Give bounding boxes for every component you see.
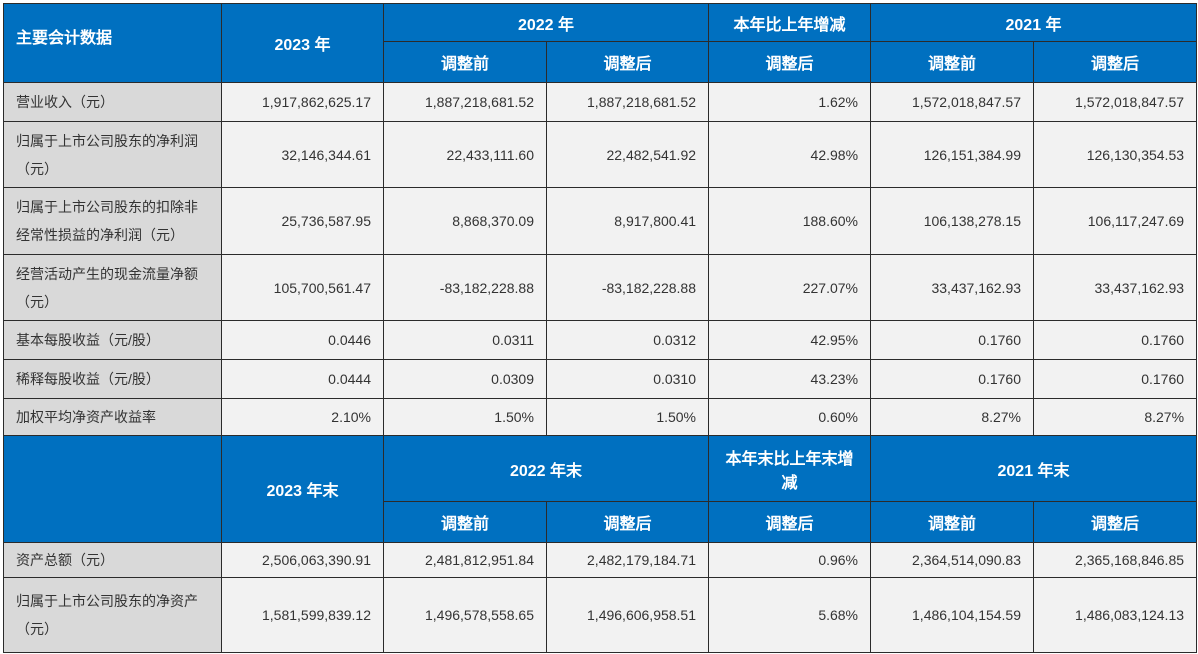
section1-subheader-row: 调整前 调整后 调整后 调整前 调整后 [4, 41, 1198, 83]
header-current-year: 2023 年 [221, 3, 384, 83]
table-row: 归属于上市公司股东的净利润（元） 32,146,344.61 22,433,111.… [3, 121, 1198, 188]
header-two-years-prior: 2021 年 [870, 3, 1198, 42]
cell-value: 126,151,384.99 [870, 121, 1035, 188]
header-change: 本年末比上年末增减 [708, 435, 872, 502]
cell-value: 0.0310 [545, 359, 710, 399]
key-accounting-data-table: 主要会计数据 2023 年 2022 年本年比上年增减 2021 年调整前 调整后 调整后… [3, 3, 1198, 653]
cell-value: 1,496,578,558.65 [383, 577, 547, 653]
header-current-year: 2023 年末 [221, 435, 384, 543]
subheader-after-adjustment: 调整后 [1033, 41, 1198, 83]
cell-value: 0.0446 [221, 320, 384, 360]
section2-subheader-row: 调整前 调整后 调整后 调整前 调整后 [4, 501, 1198, 543]
row-label: 资产总额（元） [3, 542, 222, 578]
row-label: 基本每股收益（元/股） [3, 320, 222, 360]
cell-value: 0.1760 [1033, 320, 1198, 360]
table-row: 归属于上市公司股东的净资产（元） 1,581,599,839.12 1,496,57… [3, 577, 1198, 653]
cell-value: 1,486,083,124.13 [1033, 577, 1198, 653]
table-row: 经营活动产生的现金流量净额（元） 105,700,561.47 -83,182,22… [3, 254, 1198, 321]
subheader-before-adjustment: 调整前 [870, 501, 1035, 543]
cell-value: 188.60% [708, 187, 872, 255]
cell-value: 1.62% [708, 82, 872, 122]
cell-value: 22,433,111.60 [383, 121, 547, 188]
cell-value: 1,887,218,681.52 [383, 82, 547, 122]
cell-value: 2,506,063,390.91 [221, 542, 384, 578]
cell-value: 105,700,561.47 [221, 254, 384, 321]
cell-value: 2,365,168,846.85 [1033, 542, 1198, 578]
section2-header-row: 2023 年末 2022 年末 本年末比上年末增减 2021 年末 [3, 435, 1198, 543]
corner-header [3, 435, 222, 543]
cell-value: 8,917,800.41 [545, 187, 710, 255]
subheader-before-adjustment: 调整前 [383, 41, 547, 83]
cell-value: 5.68% [708, 577, 872, 653]
cell-value: 0.96% [708, 542, 872, 578]
table-row: 归属于上市公司股东的扣除非经常性损益的净利润（元） 25,736,587.95 8,… [3, 187, 1198, 255]
cell-value: 8.27% [1033, 398, 1198, 436]
table-row: 稀释每股收益（元/股） 0.0444 0.0309 0.0310 43.23% 0.176… [3, 359, 1198, 399]
subheader-before-adjustment: 调整前 [383, 501, 547, 543]
cell-value: 106,117,247.69 [1033, 187, 1198, 255]
subheader-after-adjustment: 调整后 [708, 501, 872, 543]
cell-value: 1,496,606,958.51 [545, 577, 710, 653]
cell-value: 0.0312 [545, 320, 710, 360]
table-row: 资产总额（元） 2,506,063,390.91 2,481,812,951.84 2… [3, 542, 1198, 578]
cell-value: 1.50% [545, 398, 710, 436]
cell-value: 1,917,862,625.17 [221, 82, 384, 122]
cell-value: 126,130,354.53 [1033, 121, 1198, 188]
cell-value: 0.1760 [870, 320, 1035, 360]
cell-value: 106,138,278.15 [870, 187, 1035, 255]
subheader-after-adjustment: 调整后 [1033, 501, 1198, 543]
cell-value: 33,437,162.93 [1033, 254, 1198, 321]
row-label: 加权平均净资产收益率 [3, 398, 222, 436]
row-label: 营业收入（元） [3, 82, 222, 122]
cell-value: 2,481,812,951.84 [383, 542, 547, 578]
corner-header: 主要会计数据 [3, 3, 222, 83]
cell-value: 0.1760 [1033, 359, 1198, 399]
cell-value: 1,572,018,847.57 [870, 82, 1035, 122]
header-prior-year: 2022 年 [382, 3, 710, 42]
subheader-after-adjustment: 调整后 [545, 41, 710, 83]
cell-value: 1,887,218,681.52 [545, 82, 710, 122]
cell-value: -83,182,228.88 [383, 254, 547, 321]
row-label: 经营活动产生的现金流量净额（元） [3, 254, 222, 321]
cell-value: 2.10% [221, 398, 384, 436]
subheader-before-adjustment: 调整前 [870, 41, 1035, 83]
subheader-after-adjustment: 调整后 [708, 41, 872, 83]
cell-value: 0.0309 [383, 359, 547, 399]
cell-value: 0.1760 [870, 359, 1035, 399]
cell-value: 1.50% [383, 398, 547, 436]
cell-value: 25,736,587.95 [221, 187, 384, 255]
row-label: 归属于上市公司股东的扣除非经常性损益的净利润（元） [3, 187, 222, 255]
header-prior-year: 2022 年末 [382, 435, 710, 502]
cell-value: 42.95% [708, 320, 872, 360]
cell-value: -83,182,228.88 [545, 254, 710, 321]
cell-value: 2,482,179,184.71 [545, 542, 710, 578]
cell-value: 1,572,018,847.57 [1033, 82, 1198, 122]
cell-value: 43.23% [708, 359, 872, 399]
cell-value: 1,581,599,839.12 [221, 577, 384, 653]
row-label: 归属于上市公司股东的净资产（元） [3, 577, 222, 653]
cell-value: 32,146,344.61 [221, 121, 384, 188]
header-change: 本年比上年增减 [708, 3, 872, 42]
cell-value: 0.60% [708, 398, 872, 436]
header-two-years-prior: 2021 年末 [870, 435, 1198, 502]
table-row: 加权平均净资产收益率 2.10% 1.50% 1.50% 0.60% 8.27% 8.27% [3, 398, 1198, 436]
cell-value: 227.07% [708, 254, 872, 321]
cell-value: 8.27% [870, 398, 1035, 436]
subheader-after-adjustment: 调整后 [545, 501, 710, 543]
row-label: 稀释每股收益（元/股） [3, 359, 222, 399]
row-label: 归属于上市公司股东的净利润（元） [3, 121, 222, 188]
cell-value: 8,868,370.09 [383, 187, 547, 255]
cell-value: 1,486,104,154.59 [870, 577, 1035, 653]
table-row: 基本每股收益（元/股） 0.0446 0.0311 0.0312 42.95% 0.176… [3, 320, 1198, 360]
cell-value: 33,437,162.93 [870, 254, 1035, 321]
cell-value: 42.98% [708, 121, 872, 188]
cell-value: 2,364,514,090.83 [870, 542, 1035, 578]
cell-value: 0.0444 [221, 359, 384, 399]
cell-value: 22,482,541.92 [545, 121, 710, 188]
cell-value: 0.0311 [383, 320, 547, 360]
table-row: 营业收入（元） 1,917,862,625.17 1,887,218,681.52 1… [3, 82, 1198, 122]
section1-header-row: 主要会计数据 2023 年 2022 年本年比上年增减 2021 年 [3, 3, 1198, 83]
